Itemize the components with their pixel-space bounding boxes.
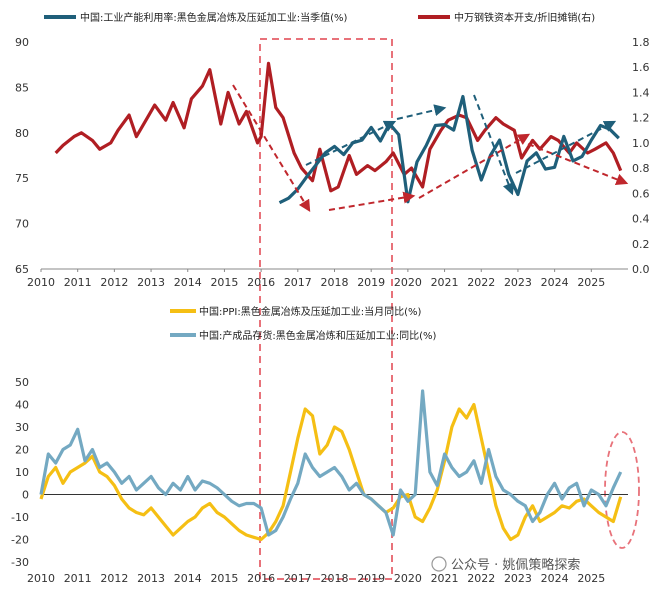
legend-label-ppi: 中国:PPI:黑色金属冶炼及压延加工业:当月同比(%) xyxy=(199,305,422,318)
bottom-chart-legend: 中国:PPI:黑色金属冶炼及压延加工业:当月同比(%) 中国:产成品存货:黑色金… xyxy=(170,305,437,342)
x-tick-label: 2015 xyxy=(210,276,238,289)
bottom-chart-x-ticks: 2010 2011 2012 2013 2014 2015 2016 2017 2018 2019… xyxy=(27,572,605,585)
trend-arrows xyxy=(232,84,629,213)
y-right-tick-label: 0.6 xyxy=(632,187,650,200)
arrow-util-fall xyxy=(473,94,515,196)
y-right-tick-label: 0.4 xyxy=(632,213,650,226)
x-tick-label: 2018 xyxy=(321,276,349,289)
bottom-chart-y-ticks: -30 -20 -10 0 10 20 30 40 50 xyxy=(11,376,29,569)
highlight-circle-2025 xyxy=(604,431,640,549)
y-left-tick-label: 70 xyxy=(15,218,29,231)
x-tick-label: 2022 xyxy=(467,276,495,289)
bottom-chart-series xyxy=(39,389,623,542)
x-tick-label: 2024 xyxy=(541,572,569,585)
x-tick-label: 2025 xyxy=(577,572,605,585)
y-right-tick-label: 0.8 xyxy=(632,162,650,175)
x-tick-label: 2022 xyxy=(467,572,495,585)
series-ppi-line xyxy=(39,402,623,542)
x-tick-label: 2013 xyxy=(137,276,165,289)
x-tick-label: 2019 xyxy=(357,276,385,289)
x-tick-label: 2016 xyxy=(247,572,275,585)
top-chart-x-ticks: 2010 2011 2012 2013 2014 2015 2016 2017 2018 2019… xyxy=(27,269,605,289)
y-tick-label: -20 xyxy=(11,534,29,547)
y-tick-label: -30 xyxy=(11,556,29,569)
x-tick-label: 2018 xyxy=(321,572,349,585)
x-tick-label: 2013 xyxy=(137,572,165,585)
arrow-capex-decline-2 xyxy=(527,143,629,186)
series-capex-line xyxy=(54,61,623,193)
x-tick-label: 2017 xyxy=(284,276,312,289)
x-tick-label: 2020 xyxy=(394,572,422,585)
x-tick-label: 2016 xyxy=(247,276,275,289)
y-right-tick-label: 1.2 xyxy=(632,112,650,125)
y-tick-label: 40 xyxy=(15,399,29,412)
y-left-tick-label: 90 xyxy=(15,36,29,49)
x-tick-label: 2014 xyxy=(174,572,202,585)
arrow-util-rise xyxy=(305,120,397,166)
x-tick-label: 2015 xyxy=(210,572,238,585)
highlight-box-2016-2019 xyxy=(259,38,393,580)
y-right-tick-label: 1.6 xyxy=(632,61,650,74)
top-chart-right-y-ticks: 0.0 0.2 0.4 0.6 0.8 1.0 1.2 1.4 1.6 1.8 xyxy=(632,36,650,276)
watermark-text: 公众号 · 姚佩策略探索 xyxy=(451,557,580,573)
x-tick-label: 2023 xyxy=(504,276,532,289)
arrow-capex-rise xyxy=(418,133,531,199)
x-tick-label: 2010 xyxy=(27,276,55,289)
x-tick-label: 2023 xyxy=(504,572,532,585)
y-right-tick-label: 1.4 xyxy=(632,86,650,99)
series-inventory-line xyxy=(39,389,623,537)
chart-bottom: 2010 2011 2012 2013 2014 2015 2016 2017 2018 2019… xyxy=(11,305,628,585)
x-tick-label: 2019 xyxy=(357,572,385,585)
x-tick-label: 2021 xyxy=(431,572,459,585)
top-chart-series xyxy=(54,61,623,205)
y-tick-label: 0 xyxy=(22,489,29,502)
y-left-tick-label: 85 xyxy=(15,81,29,94)
y-tick-label: 30 xyxy=(15,421,29,434)
y-tick-label: -10 xyxy=(11,511,29,524)
x-tick-label: 2025 xyxy=(577,276,605,289)
y-tick-label: 10 xyxy=(15,466,29,479)
y-left-tick-label: 65 xyxy=(15,263,29,276)
arrow-capex-flat-1 xyxy=(328,191,416,211)
top-chart-legend: 中国:工业产能利用率:黑色金属冶炼及压延加工业:当季值(%) 中万钢铁资本开支/… xyxy=(44,11,595,24)
y-right-tick-label: 0.0 xyxy=(632,263,650,276)
legend-label-capex: 中万钢铁资本开支/折旧摊销(右) xyxy=(454,11,595,24)
top-chart-left-y-ticks: 65 70 75 80 85 90 xyxy=(15,36,29,276)
legend-label-utilization: 中国:工业产能利用率:黑色金属冶炼及压延加工业:当季值(%) xyxy=(80,11,348,24)
x-tick-label: 2012 xyxy=(100,276,128,289)
annotation-layer xyxy=(259,38,640,580)
x-tick-label: 2011 xyxy=(64,572,92,585)
chart-top: 2010 2011 2012 2013 2014 2015 2016 2017 2018 2019… xyxy=(15,11,650,289)
x-tick-label: 2011 xyxy=(64,276,92,289)
series-utilization-line xyxy=(278,94,620,205)
arrow-util-recover xyxy=(515,120,617,174)
arrow-util-rise-2 xyxy=(396,104,447,120)
legend-label-inventory: 中国:产成品存货:黑色金属冶炼和压延加工业:同比(%) xyxy=(199,329,437,342)
y-tick-label: 20 xyxy=(15,444,29,457)
watermark: 公众号 · 姚佩策略探索 xyxy=(431,556,580,573)
x-tick-label: 2012 xyxy=(100,572,128,585)
x-tick-label: 2024 xyxy=(541,276,569,289)
x-tick-label: 2014 xyxy=(174,276,202,289)
x-tick-label: 2021 xyxy=(431,276,459,289)
y-left-tick-label: 75 xyxy=(15,172,29,185)
y-right-tick-label: 1.0 xyxy=(632,137,650,150)
x-tick-label: 2017 xyxy=(284,572,312,585)
x-tick-label: 2010 xyxy=(27,572,55,585)
y-tick-label: 50 xyxy=(15,376,29,389)
wechat-icon xyxy=(431,556,447,572)
x-tick-label: 2020 xyxy=(394,276,422,289)
y-right-tick-label: 0.2 xyxy=(632,238,650,251)
y-right-tick-label: 1.8 xyxy=(632,36,650,49)
y-left-tick-label: 80 xyxy=(15,127,29,140)
arrow-capex-decline xyxy=(232,84,311,213)
